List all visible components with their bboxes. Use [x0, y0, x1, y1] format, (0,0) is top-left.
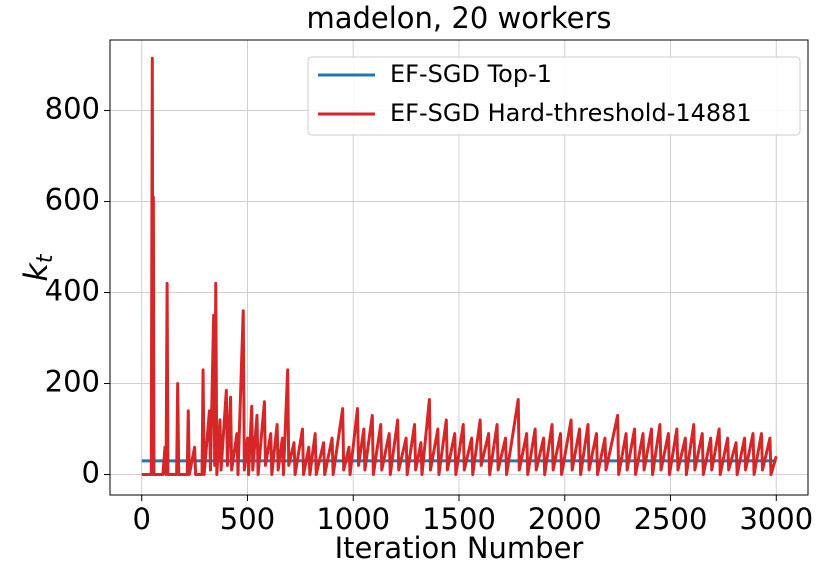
legend-label: EF-SGD Top-1	[390, 60, 552, 88]
x-tick-label: 3000	[739, 502, 813, 536]
legend-box	[307, 56, 801, 136]
x-tick-label: 0	[133, 502, 151, 536]
y-tick-label: 800	[45, 92, 100, 126]
y-axis-label: kt	[17, 253, 58, 282]
y-tick-label: 200	[45, 365, 100, 399]
legend-label: EF-SGD Hard-threshold-14881	[390, 99, 752, 127]
chart-title: madelon, 20 workers	[306, 1, 611, 35]
x-tick-label: 1500	[422, 502, 496, 536]
legend: EF-SGD Top-1 EF-SGD Hard-threshold-14881	[307, 56, 801, 136]
y-tick-label: 0	[82, 456, 100, 490]
x-tick-label: 1000	[316, 502, 390, 536]
plot-frame	[109, 39, 809, 496]
y-tick-label: 400	[45, 274, 100, 308]
y-tick-label: 600	[45, 183, 100, 217]
x-tick-label: 2500	[634, 502, 708, 536]
x-tick-label: 2000	[528, 502, 602, 536]
x-axis-label: Iteration Number	[335, 531, 584, 565]
series-line	[141, 56, 778, 477]
x-tick-label: 500	[220, 502, 275, 536]
